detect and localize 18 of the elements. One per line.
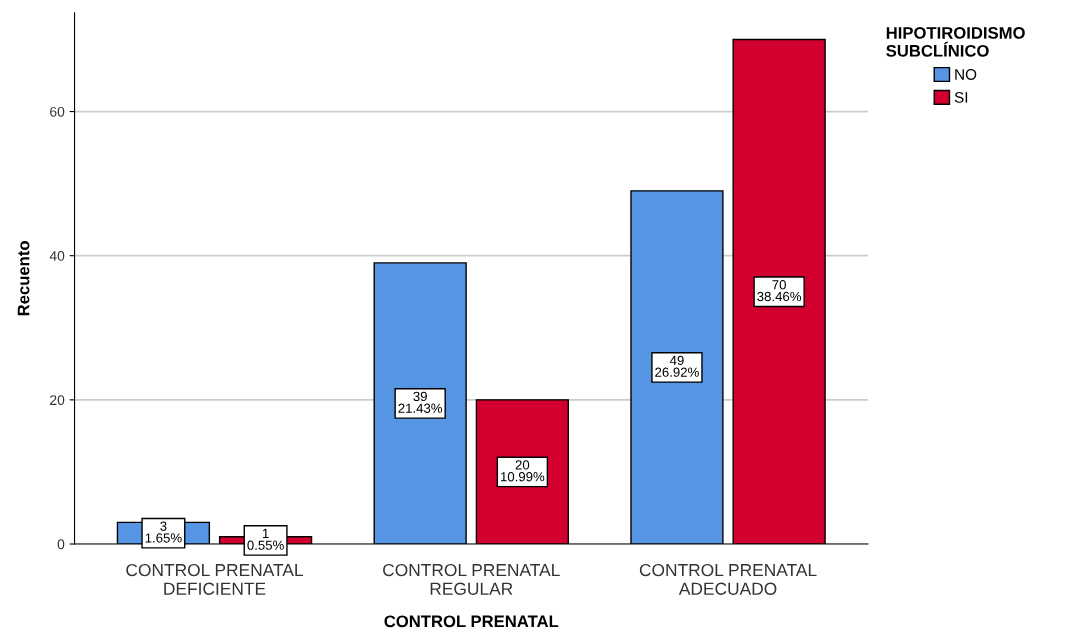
data-label: 70 38.46% bbox=[757, 280, 802, 302]
y-tick-label: 40 bbox=[49, 251, 65, 261]
x-tick-label: CONTROL PRENATAL ADECUADO bbox=[639, 563, 817, 595]
data-label: 49 26.92% bbox=[655, 355, 699, 377]
y-tick-label: 20 bbox=[50, 395, 65, 406]
data-label: 3 1.65% bbox=[145, 521, 182, 543]
data-label: 39 21.43% bbox=[398, 391, 443, 413]
legend-label: SI bbox=[954, 91, 968, 103]
legend-title: HIPOTIROIDISMO SUBCLÍNICO bbox=[886, 26, 1025, 57]
data-label: 1 0.55% bbox=[247, 528, 284, 550]
y-tick-label: 0 bbox=[57, 539, 65, 550]
y-axis-title: Recuento bbox=[17, 241, 30, 316]
x-tick-label: CONTROL PRENATAL REGULAR bbox=[383, 563, 560, 595]
y-tick-label: 60 bbox=[50, 106, 65, 117]
x-axis-title: CONTROL PRENATAL bbox=[384, 615, 559, 628]
data-label: 20 10.99% bbox=[500, 460, 545, 482]
legend-label: NO bbox=[955, 69, 977, 80]
x-tick-label: CONTROL PRENATAL DEFICIENTE bbox=[126, 563, 303, 595]
